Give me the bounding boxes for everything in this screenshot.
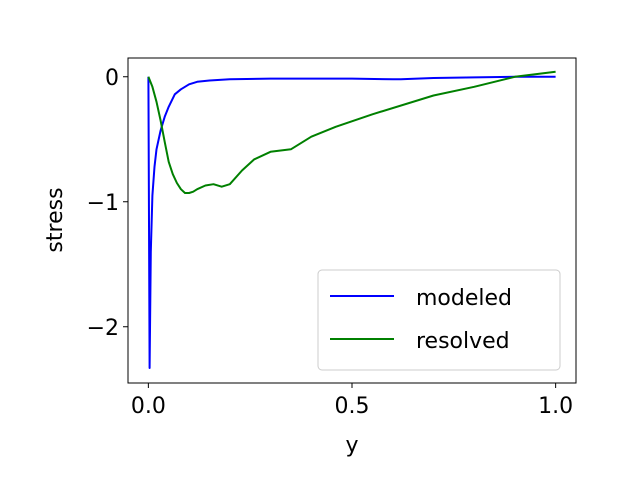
y-axis-label: stress: [43, 187, 68, 252]
y-tick-label: 0: [105, 66, 119, 91]
x-axis-label: y: [345, 433, 358, 458]
x-tick-label: 0.5: [335, 394, 370, 419]
legend-label-resolved: resolved: [416, 329, 510, 354]
legend-label-modeled: modeled: [416, 286, 512, 311]
ticks-layer: 0.0 0.5 1.0 0 −1 −2: [87, 66, 574, 419]
x-tick-label: 1.0: [538, 394, 573, 419]
y-tick-label: −1: [87, 191, 119, 216]
y-tick-label: −2: [87, 316, 119, 341]
series-line-resolved: [147, 70, 556, 194]
x-tick-label: 0.0: [131, 394, 166, 419]
legend: modeled resolved: [317, 269, 561, 371]
series-layer: [147, 70, 556, 369]
series-line-modeled: [147, 75, 556, 369]
legend-box: [317, 269, 561, 371]
